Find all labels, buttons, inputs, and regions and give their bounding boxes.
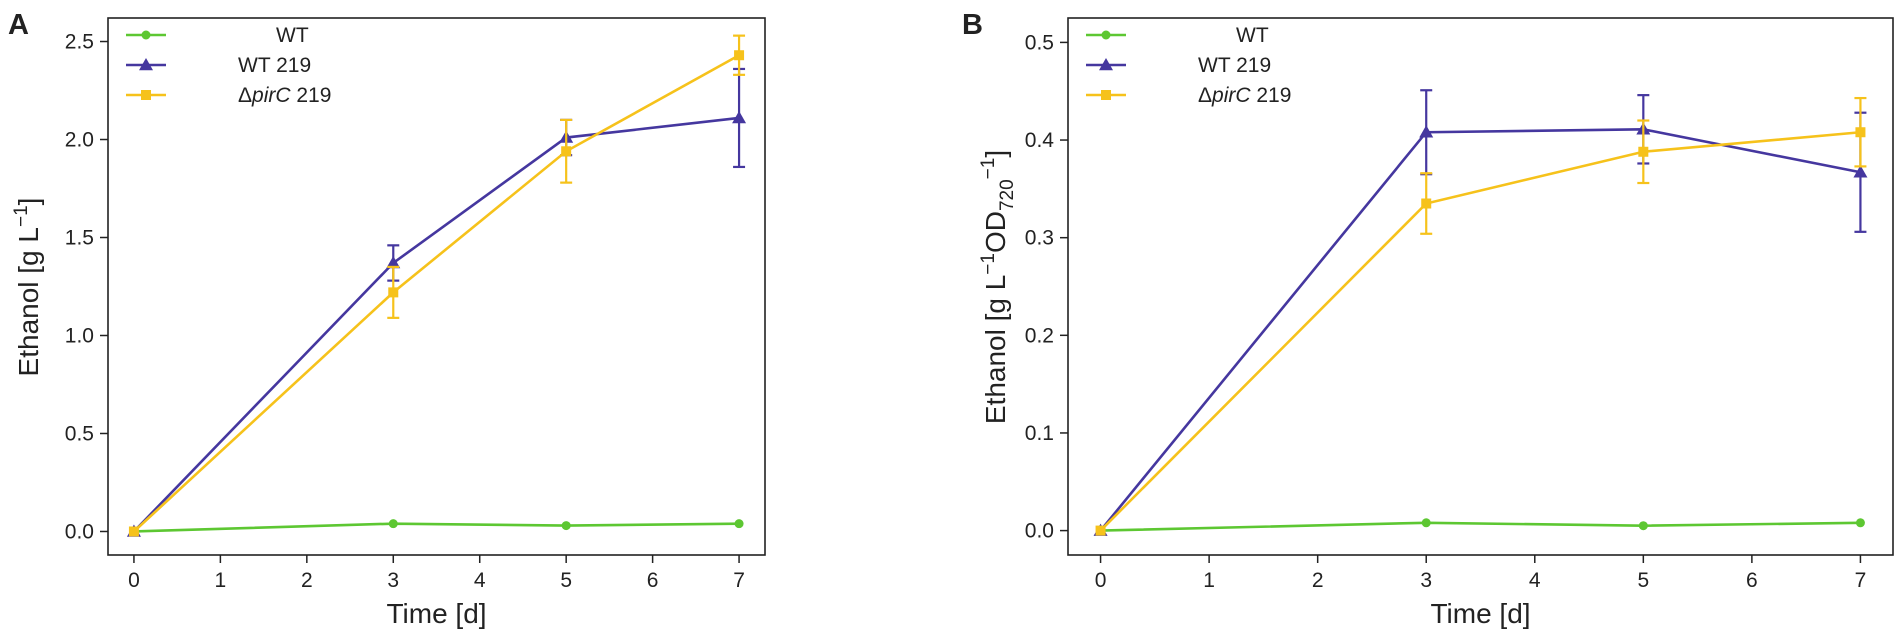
x-tick-label: 2 bbox=[1312, 569, 1324, 592]
panel-b: B 0 1 2 3 4 5 6 7 0.0 0.1 0.2 0.3 0.4 0.5 Time [d] Ethan… bbox=[962, 9, 1894, 629]
panel-letter: A bbox=[8, 9, 29, 41]
y-axis-label: Ethanol [g L−1OD720−1] bbox=[978, 150, 1018, 424]
x-axis-label: Time [d] bbox=[386, 598, 486, 629]
data-point-pirc219 bbox=[128, 526, 139, 537]
data-point-wt bbox=[1421, 518, 1431, 528]
data-point-wt219 bbox=[1419, 125, 1434, 138]
series-line-wt bbox=[1100, 521, 1861, 532]
legend-marker-wt bbox=[141, 30, 151, 40]
series-line-wt219 bbox=[1099, 128, 1861, 532]
y-tick-label: 1.0 bbox=[65, 324, 94, 347]
y-axis-label: Ethanol [g L−1] bbox=[11, 198, 44, 377]
data-point-pirc219 bbox=[1638, 146, 1649, 157]
y-tick-label: 1.5 bbox=[65, 227, 94, 250]
y-axis-label-part: −1 bbox=[978, 158, 999, 180]
legend-label-prefix: Δ bbox=[238, 84, 252, 107]
y-tick-label: 0.3 bbox=[1025, 227, 1054, 250]
x-tick-label: 7 bbox=[733, 569, 745, 592]
legend-marker-wt219 bbox=[139, 58, 153, 71]
legend-label-wt219: WT 219 bbox=[238, 54, 311, 77]
y-axis-label-part: ] bbox=[980, 150, 1011, 158]
x-tick-label: 2 bbox=[301, 569, 313, 592]
series-line-wt bbox=[133, 522, 740, 533]
legend-marker-pirc219 bbox=[141, 90, 151, 100]
data-point-wt bbox=[734, 519, 744, 529]
y-axis-label-part: OD bbox=[980, 211, 1011, 253]
legend-label-wt: WT bbox=[276, 24, 309, 47]
series-line-pirc219 bbox=[1099, 130, 1861, 532]
legend-label-suffix: 219 bbox=[1251, 84, 1292, 107]
x-tick-label: 5 bbox=[560, 569, 572, 592]
y-axis-label-part: −1 bbox=[978, 253, 999, 275]
y-tick-label: 2.0 bbox=[65, 129, 94, 152]
y-tick-label: 2.5 bbox=[65, 31, 94, 54]
y-tick-label: 0.0 bbox=[65, 520, 94, 543]
data-point-pirc219 bbox=[1421, 198, 1432, 209]
data-point-pirc219 bbox=[561, 146, 572, 157]
x-tick-label: 0 bbox=[128, 569, 140, 592]
x-tick-label: 1 bbox=[1203, 569, 1215, 592]
legend-label-pirc219: ΔpirC 219 bbox=[1198, 84, 1291, 107]
legend-marker-wt219 bbox=[1099, 58, 1113, 71]
x-tick-label: 6 bbox=[647, 569, 659, 592]
x-tick-label: 3 bbox=[1420, 569, 1432, 592]
data-point-pirc219 bbox=[734, 50, 745, 61]
plot-frame bbox=[107, 17, 766, 556]
plot-frame bbox=[1067, 17, 1894, 556]
data-point-wt bbox=[388, 519, 398, 529]
series-line-wt219 bbox=[132, 116, 740, 533]
x-tick-label: 4 bbox=[474, 569, 486, 592]
data-point-pirc219 bbox=[1855, 127, 1866, 138]
data-point-pirc219 bbox=[1095, 525, 1106, 536]
legend-label-prefix: Δ bbox=[1198, 84, 1212, 107]
y-tick-label: 0.0 bbox=[1025, 520, 1054, 543]
y-axis-label-part: Ethanol [g L bbox=[13, 227, 44, 376]
data-point-wt219 bbox=[1853, 165, 1868, 178]
y-axis-label-part: Ethanol [g L bbox=[980, 275, 1011, 424]
data-point-wt bbox=[561, 521, 571, 531]
panel-a: A 0 1 2 3 4 5 6 7 0.0 0.5 1.0 1.5 2.0 2.5 Time [d] Ethan… bbox=[8, 9, 766, 629]
legend-label-suffix: 219 bbox=[291, 84, 332, 107]
x-axis-label: Time [d] bbox=[1430, 598, 1530, 629]
data-point-wt219 bbox=[732, 110, 747, 124]
x-tick-label: 5 bbox=[1637, 569, 1649, 592]
x-tick-label: 7 bbox=[1855, 569, 1867, 592]
y-tick-label: 0.1 bbox=[1025, 422, 1054, 445]
legend-label-italic: pirC bbox=[251, 84, 291, 107]
x-tick-label: 6 bbox=[1746, 569, 1758, 592]
x-tick-label: 3 bbox=[387, 569, 399, 592]
y-tick-label: 0.2 bbox=[1025, 324, 1054, 347]
y-axis-label-part: ] bbox=[13, 198, 44, 206]
y-tick-label: 0.4 bbox=[1025, 129, 1055, 152]
series-line-pirc219 bbox=[133, 54, 740, 533]
legend-label-italic: pirC bbox=[1211, 84, 1251, 107]
legend-label-wt: WT bbox=[1236, 24, 1269, 47]
x-tick-label: 1 bbox=[215, 569, 227, 592]
x-tick-label: 4 bbox=[1529, 569, 1541, 592]
y-tick-label: 0.5 bbox=[1025, 31, 1054, 54]
data-point-wt bbox=[1638, 521, 1648, 531]
y-axis-label-part: 720 bbox=[997, 179, 1018, 211]
legend-label-wt219: WT 219 bbox=[1198, 54, 1271, 77]
panel-letter: B bbox=[962, 9, 983, 41]
data-point-pirc219 bbox=[388, 287, 399, 298]
legend-marker-pirc219 bbox=[1101, 90, 1111, 100]
legend-label-pirc219: ΔpirC 219 bbox=[238, 84, 331, 107]
data-point-wt bbox=[1855, 518, 1865, 528]
y-tick-label: 0.5 bbox=[65, 422, 94, 445]
legend-marker-wt bbox=[1101, 30, 1111, 40]
data-point-wt219 bbox=[386, 255, 401, 269]
y-axis-label-part: −1 bbox=[11, 205, 32, 227]
x-tick-label: 0 bbox=[1095, 569, 1107, 592]
